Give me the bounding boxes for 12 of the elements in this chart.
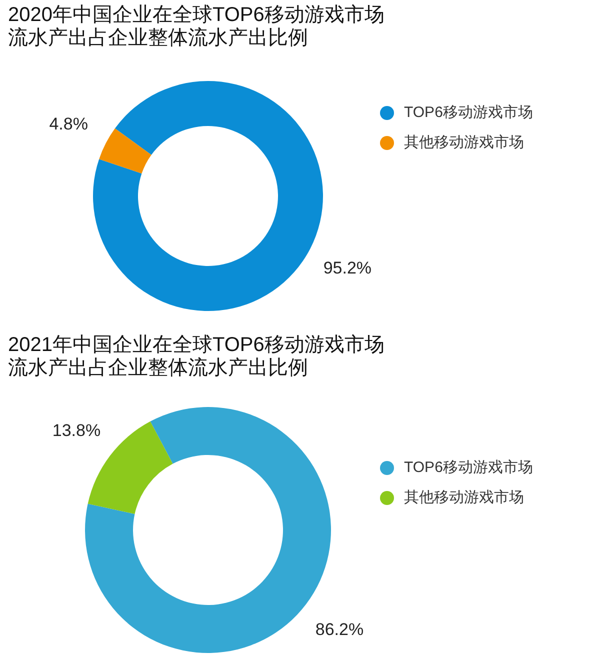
data-label: 13.8% xyxy=(52,420,101,440)
chart-title: 2020年中国企业在全球TOP6移动游戏市场流水产出占企业整体流水产出比例 xyxy=(8,4,386,50)
chart-title: 2021年中国企业在全球TOP6移动游戏市场流水产出占企业整体流水产出比例 xyxy=(8,334,386,380)
legend-label: 其他移动游戏市场 xyxy=(404,489,524,506)
legend-label: TOP6移动游戏市场 xyxy=(404,459,533,476)
donut-slice xyxy=(93,81,323,311)
data-label: 4.8% xyxy=(49,114,88,134)
donut-slice xyxy=(99,128,152,174)
legend-label: TOP6移动游戏市场 xyxy=(404,104,533,121)
legend-label: 其他移动游戏市场 xyxy=(404,134,524,151)
data-label: 86.2% xyxy=(315,620,364,640)
data-label: 95.2% xyxy=(323,258,372,278)
